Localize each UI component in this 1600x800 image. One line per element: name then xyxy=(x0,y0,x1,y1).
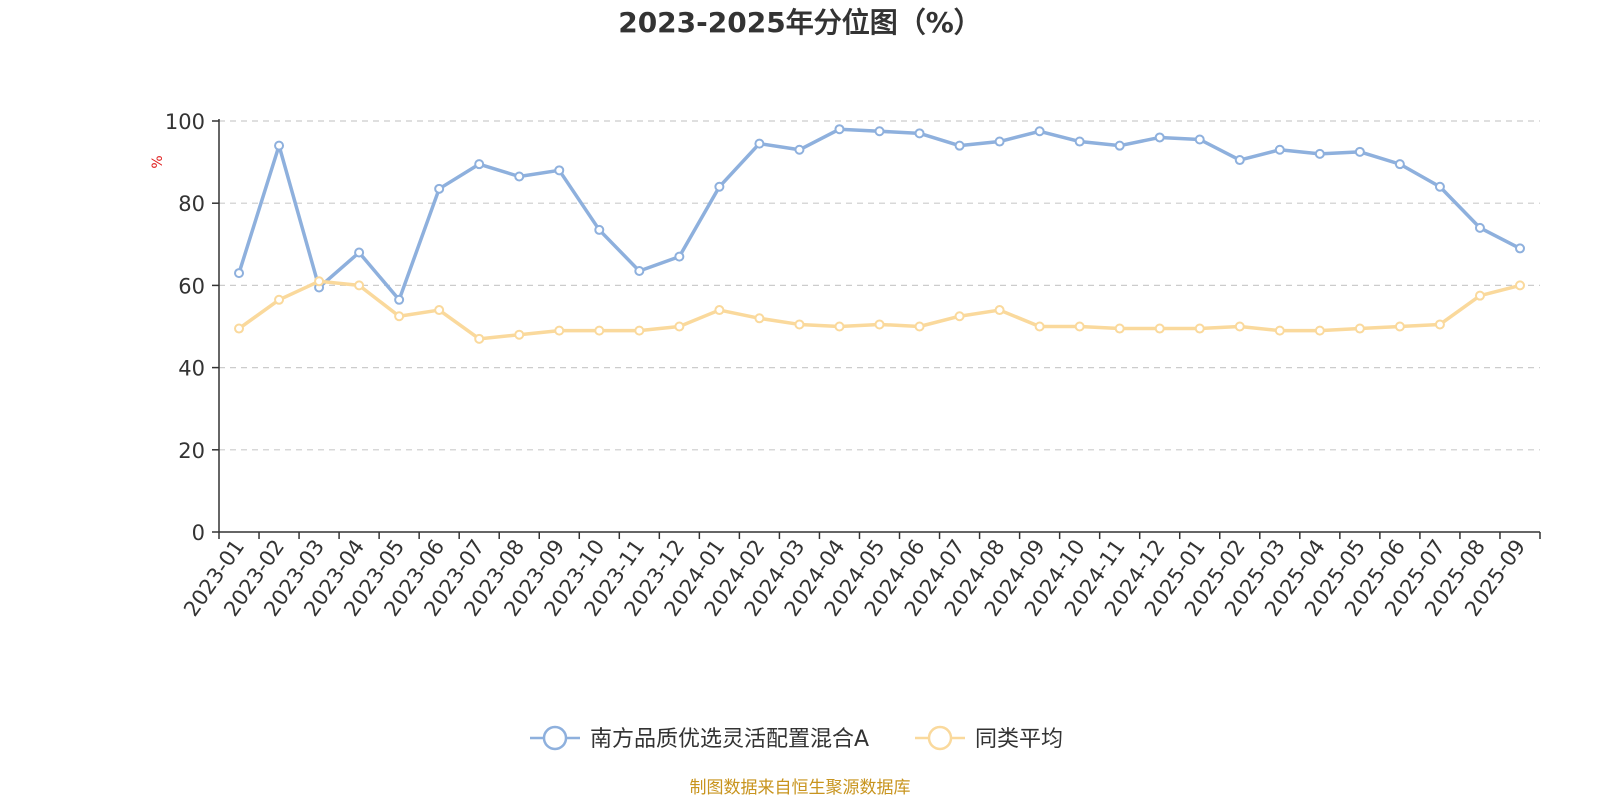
data-point[interactable] xyxy=(1274,144,1285,155)
series-0 xyxy=(234,124,1525,305)
x-axis-ticks: 2023-012023-022023-032023-042023-052023-… xyxy=(179,532,1541,621)
data-point[interactable] xyxy=(1354,146,1365,157)
data-point[interactable] xyxy=(834,124,845,135)
data-point[interactable] xyxy=(554,165,565,176)
data-point[interactable] xyxy=(1154,323,1165,334)
data-point[interactable] xyxy=(594,224,605,235)
data-source-note: 制图数据来自恒生聚源数据库 xyxy=(690,778,911,798)
data-point[interactable] xyxy=(834,321,845,332)
series-1 xyxy=(234,276,1525,344)
data-point[interactable] xyxy=(754,313,765,324)
chart-title: 2023-2025年分位图（%） xyxy=(618,6,982,39)
data-point[interactable] xyxy=(714,181,725,192)
data-point[interactable] xyxy=(1234,155,1245,166)
legend-marker xyxy=(542,725,568,751)
y-tick-label: 0 xyxy=(192,521,205,545)
data-point[interactable] xyxy=(1514,243,1525,254)
data-point[interactable] xyxy=(1314,325,1325,336)
data-point[interactable] xyxy=(514,171,525,182)
data-point[interactable] xyxy=(434,305,445,316)
data-point[interactable] xyxy=(674,321,685,332)
data-point[interactable] xyxy=(954,311,965,322)
data-point[interactable] xyxy=(1114,140,1125,151)
y-axis-label: % xyxy=(150,155,166,168)
data-point[interactable] xyxy=(554,325,565,336)
data-point[interactable] xyxy=(1074,136,1085,147)
data-point[interactable] xyxy=(474,159,485,170)
data-point[interactable] xyxy=(314,276,325,287)
legend-label: 南方品质优选灵活配置混合A xyxy=(590,727,869,752)
legend-marker xyxy=(927,725,953,751)
data-point[interactable] xyxy=(874,126,885,137)
y-tick-label: 100 xyxy=(165,110,205,134)
data-point[interactable] xyxy=(274,140,285,151)
data-point[interactable] xyxy=(474,333,485,344)
data-point[interactable] xyxy=(1234,321,1245,332)
legend[interactable]: 南方品质优选灵活配置混合A 同类平均 xyxy=(530,725,1063,752)
data-point[interactable] xyxy=(1434,319,1445,330)
data-point[interactable] xyxy=(274,294,285,305)
data-point[interactable] xyxy=(674,251,685,262)
data-point[interactable] xyxy=(1434,181,1445,192)
data-point[interactable] xyxy=(1474,222,1485,233)
y-tick-label: 40 xyxy=(178,357,205,381)
grid-lines xyxy=(219,120,1540,451)
data-point[interactable] xyxy=(1194,323,1205,334)
data-point[interactable] xyxy=(1154,132,1165,143)
legend-item[interactable]: 同类平均 xyxy=(915,725,1063,752)
data-point[interactable] xyxy=(954,140,965,151)
data-point[interactable] xyxy=(994,136,1005,147)
data-point[interactable] xyxy=(594,325,605,336)
data-point[interactable] xyxy=(514,329,525,340)
data-point[interactable] xyxy=(1114,323,1125,334)
y-axis-ticks: 0 20 40 60 80 100 xyxy=(165,110,219,545)
y-tick-label: 80 xyxy=(178,192,205,216)
data-point[interactable] xyxy=(1394,321,1405,332)
legend-item[interactable]: 南方品质优选灵活配置混合A xyxy=(530,725,869,752)
data-point[interactable] xyxy=(394,311,405,322)
data-point[interactable] xyxy=(354,280,365,291)
data-point[interactable] xyxy=(794,319,805,330)
data-point[interactable] xyxy=(1514,280,1525,291)
data-point[interactable] xyxy=(1474,290,1485,301)
data-point[interactable] xyxy=(1274,325,1285,336)
data-point[interactable] xyxy=(1354,323,1365,334)
data-point[interactable] xyxy=(234,323,245,334)
data-point[interactable] xyxy=(794,144,805,155)
series-layer xyxy=(234,124,1525,344)
data-point[interactable] xyxy=(874,319,885,330)
data-point[interactable] xyxy=(1314,148,1325,159)
data-point[interactable] xyxy=(434,183,445,194)
data-point[interactable] xyxy=(914,321,925,332)
data-point[interactable] xyxy=(234,268,245,279)
data-point[interactable] xyxy=(754,138,765,149)
data-point[interactable] xyxy=(1034,321,1045,332)
data-point[interactable] xyxy=(1394,159,1405,170)
data-point[interactable] xyxy=(1034,126,1045,137)
y-tick-label: 60 xyxy=(178,274,205,298)
series-line xyxy=(237,127,1521,302)
data-point[interactable] xyxy=(394,294,405,305)
data-point[interactable] xyxy=(994,305,1005,316)
data-point[interactable] xyxy=(634,325,645,336)
series-line xyxy=(237,279,1521,341)
data-point[interactable] xyxy=(354,247,365,258)
data-point[interactable] xyxy=(1194,134,1205,145)
axes xyxy=(218,119,1540,533)
data-point[interactable] xyxy=(714,305,725,316)
data-point[interactable] xyxy=(634,266,645,277)
data-point[interactable] xyxy=(1074,321,1085,332)
legend-label: 同类平均 xyxy=(975,727,1063,752)
data-point[interactable] xyxy=(914,128,925,139)
y-tick-label: 20 xyxy=(178,439,205,463)
